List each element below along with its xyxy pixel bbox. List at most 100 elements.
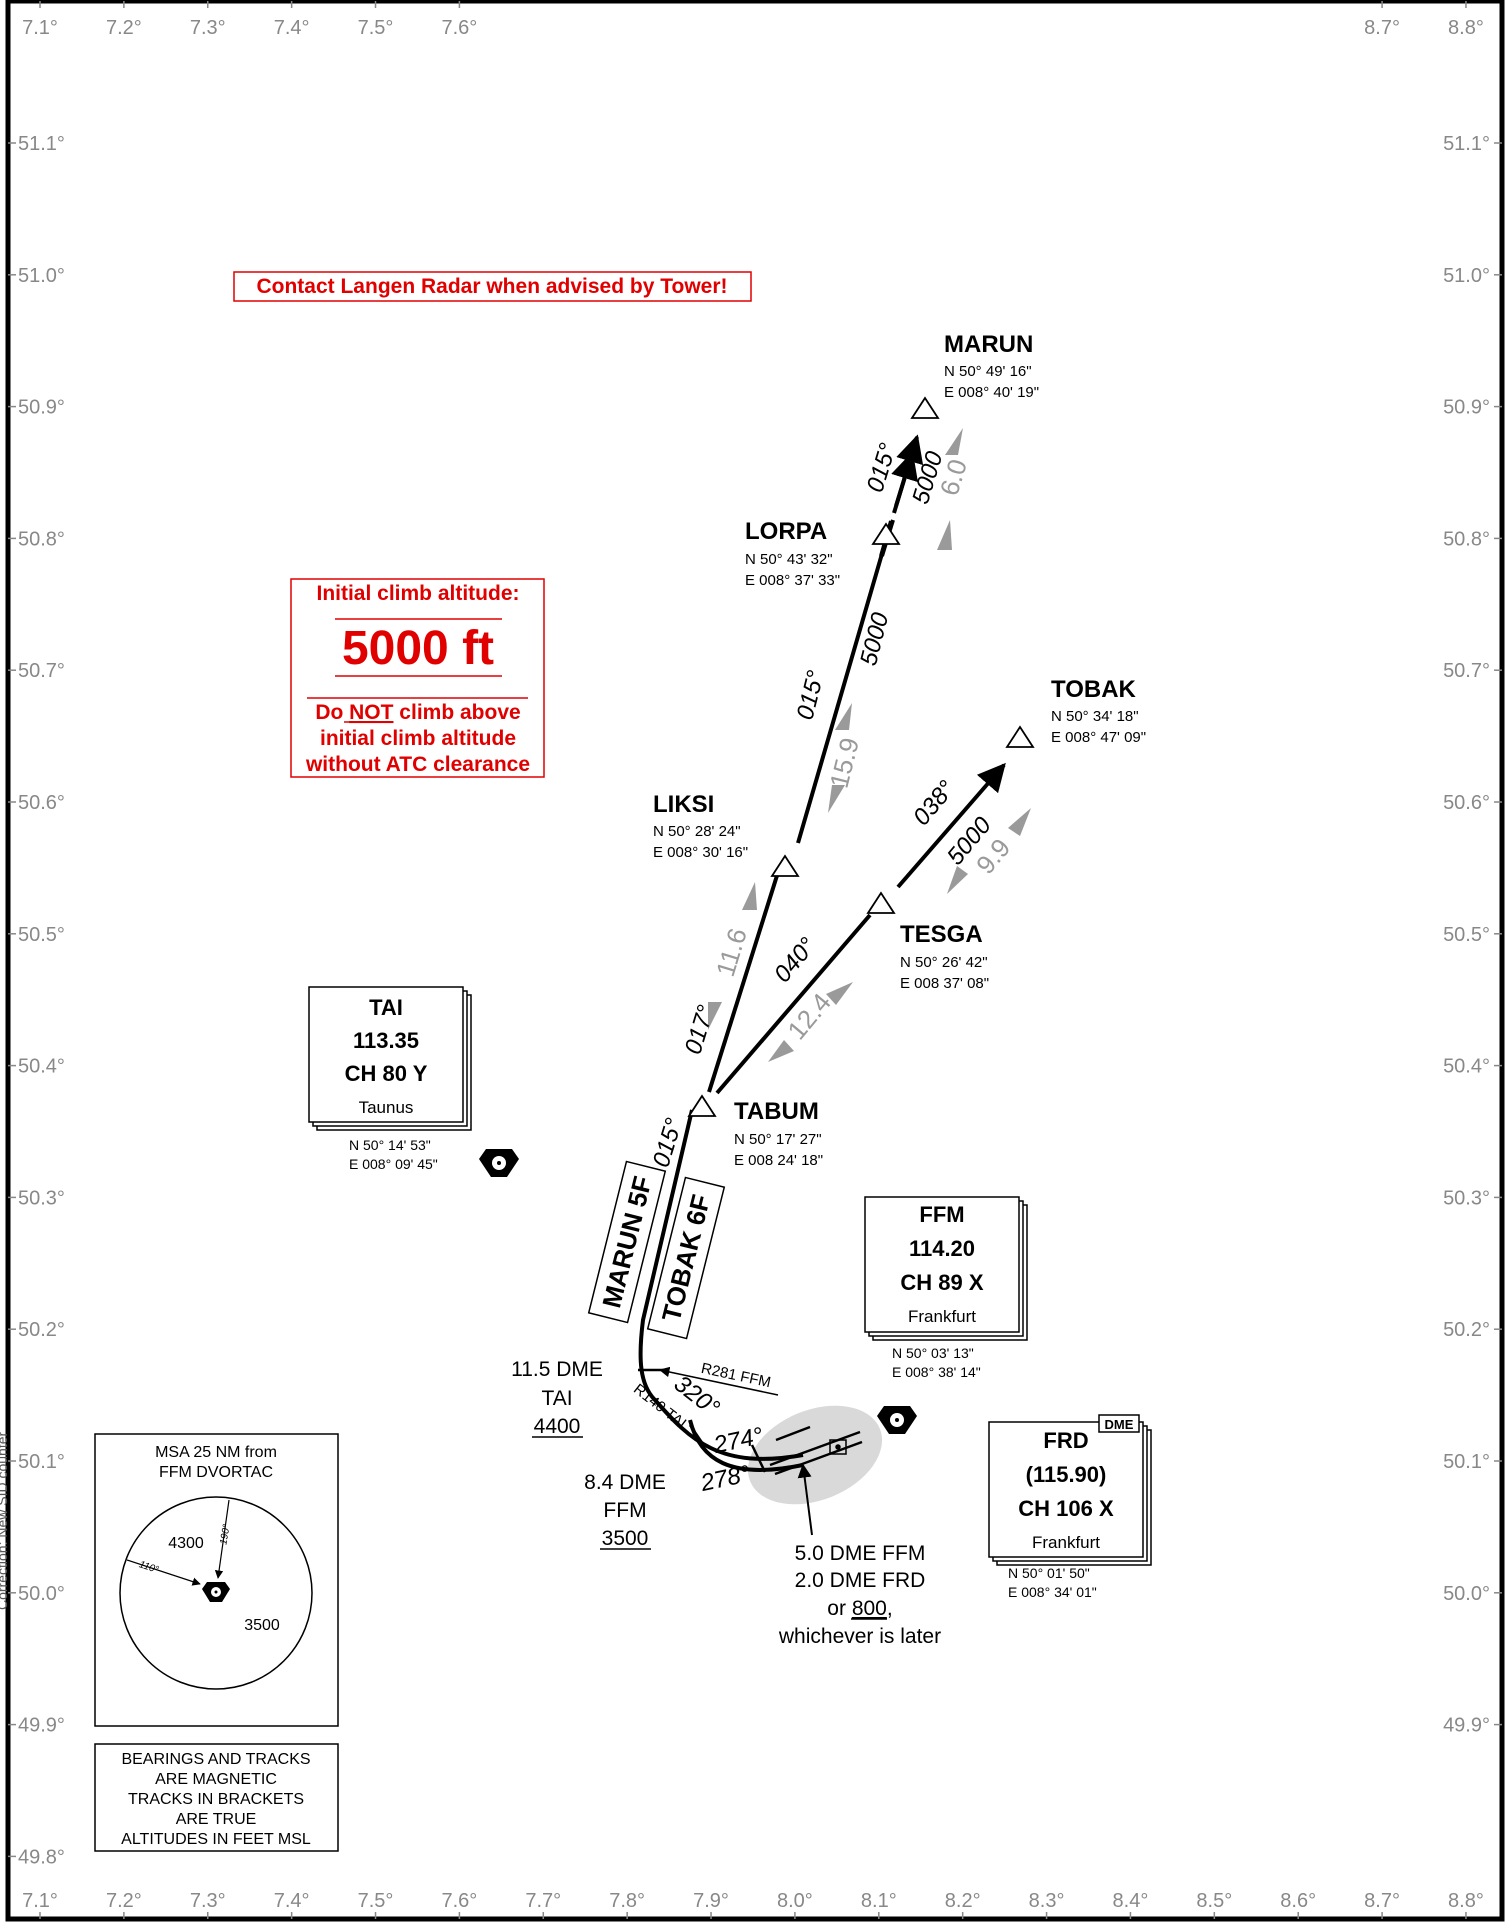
alt-lorpa-leg: 5000 [855,609,894,668]
waypoint-tabum: TABUM N 50° 17' 27" E 008 24' 18" [687,1094,823,1169]
right-lat-label: 51.1° [1443,133,1490,155]
waypoint-tabum-lon: E 008 24' 18" [734,1152,823,1169]
waypoint-tobak-lon: E 008° 47' 09" [1051,729,1146,746]
left-lat-label: 50.9° [18,397,65,419]
bottom-lon-label: 7.8° [609,1890,645,1912]
constraint-turn-line3: or 800, [827,1597,892,1620]
constraint-turn: 5.0 DME FFM 2.0 DME FRD or 800, whicheve… [778,1542,941,1648]
distance-arrows [708,428,1031,1062]
side-correction-text: Correction: New SID counter [0,1431,10,1610]
left-lat-label: 50.4° [18,1056,65,1078]
waypoint-marun-lon: E 008° 40' 19" [944,384,1039,401]
constraint-tai: 11.5 DME TAI 4400 [511,1358,603,1438]
navaid-frd-lon: E 008° 34' 01" [1008,1584,1097,1600]
right-lat-label: 50.9° [1443,397,1490,419]
constraint-ffm-dme: 8.4 DME [584,1471,666,1494]
legend-line-2: ARE MAGNETIC [155,1771,277,1788]
left-lat-label: 50.1° [18,1451,65,1473]
route-name-marun: MARUN 5F [587,1160,667,1324]
constraint-tai-alt: 4400 [534,1415,581,1438]
turn-point-arrow [797,1463,813,1536]
waypoint-liksi-name: LIKSI [653,791,714,818]
bottom-lon-label: 7.4° [274,1890,310,1912]
right-lat-label: 50.8° [1443,528,1490,550]
waypoint-tesga-lat: N 50° 26' 42" [900,954,988,971]
navaid-frd: DME FRD (115.90) CH 106 X Frankfurt N 50… [988,1414,1152,1600]
waypoint-marun-lat: N 50° 49' 16" [944,363,1032,380]
navaid-tai-freq: 113.35 [353,1028,419,1053]
track-015-mid: 015° [792,667,830,722]
waypoint-tabum-triangle-icon [687,1094,717,1117]
track-017: 017° [680,1002,720,1058]
left-lat-label: 50.2° [18,1319,65,1341]
right-lat-label: 50.3° [1443,1187,1490,1209]
right-lat-label: 49.9° [1443,1715,1490,1737]
top-lon-label: 7.2° [106,17,142,39]
navaid-tai: TAI 113.35 CH 80 Y Taunus N 50° 14' 53" … [308,986,472,1172]
waypoint-tobak-name: TOBAK [1051,676,1137,703]
bottom-lon-label: 8.2° [945,1890,981,1912]
airport-area [747,1405,883,1505]
waypoint-tabum-name: TABUM [734,1098,819,1125]
waypoint-tesga-lon: E 008 37' 08" [900,975,989,992]
waypoint-marun: MARUN N 50° 49' 16" E 008° 40' 19" [910,331,1039,419]
bottom-lon-label: 8.5° [1196,1890,1232,1912]
navaid-ffm: FFM 114.20 CH 89 X Frankfurt N 50° 03' 1… [864,1196,1028,1380]
waypoint-liksi-triangle-icon [770,854,800,877]
constraint-turn-line1: 5.0 DME FFM [795,1542,926,1565]
top-lon-label: 7.6° [441,17,477,39]
waypoint-liksi-lon: E 008° 30' 16" [653,844,748,861]
bottom-lon-label: 7.1° [22,1890,58,1912]
top-lon-label: 7.3° [190,17,226,39]
left-lat-label: 50.7° [18,660,65,682]
right-lat-label: 51.0° [1443,265,1490,287]
bottom-lon-label: 8.1° [861,1890,897,1912]
constraint-tai-id: TAI [541,1387,572,1410]
waypoint-tobak-triangle-icon [1005,725,1035,748]
constraint-turn-line4: whichever is later [778,1625,941,1648]
waypoint-marun-name: MARUN [944,331,1033,358]
climb-line1: Do NOT climb above [315,701,520,724]
legend-line-4: ARE TRUE [176,1811,257,1828]
navaid-ffm-freq: 114.20 [909,1236,975,1261]
waypoint-tesga-triangle-icon [866,891,896,914]
navaid-ffm-ident: FFM [919,1202,964,1227]
waypoint-tabum-lat: N 50° 17' 27" [734,1131,822,1148]
top-lon-label: 7.4° [274,17,310,39]
constraint-ffm: 8.4 DME FFM 3500 [584,1471,666,1550]
bottom-lon-label: 7.6° [441,1890,477,1912]
right-lat-label: 50.2° [1443,1319,1490,1341]
dist-15-9: 15.9 [824,735,865,791]
navaid-frd-lat: N 50° 01' 50" [1008,1565,1090,1581]
waypoint-tesga-name: TESGA [900,921,983,948]
navaid-frd-channel: CH 106 X [1018,1496,1114,1521]
legend-line-1: BEARINGS AND TRACKS [121,1751,310,1768]
bottom-lon-label: 8.8° [1448,1890,1484,1912]
left-lat-label: 51.0° [18,265,65,287]
track-015-low: 015° [648,1115,688,1171]
msa-sector-nw: 4300 [168,1535,204,1552]
contact-notice-text: Contact Langen Radar when advised by Tow… [256,275,727,298]
waypoint-lorpa-triangle-icon [871,522,901,545]
msa-sector-se: 3500 [244,1617,280,1634]
contact-notice: Contact Langen Radar when advised by Tow… [233,271,752,302]
bottom-lon-label: 8.0° [777,1890,813,1912]
top-lon-label: 8.8° [1448,17,1484,39]
legend-line-5: ALTITUDES IN FEET MSL [121,1831,311,1848]
left-lat-label: 49.9° [18,1715,65,1737]
msa-brg-190: 190° [218,1523,232,1545]
right-lat-label: 50.7° [1443,660,1490,682]
legend-line-3: TRACKS IN BRACKETS [128,1791,304,1808]
bottom-lon-label: 7.2° [106,1890,142,1912]
right-lat-label: 50.0° [1443,1583,1490,1605]
navaid-tai-ident: TAI [369,995,403,1020]
bottom-lon-label: 7.3° [190,1890,226,1912]
marun-final-arrow [892,434,924,514]
bottom-lon-label: 7.9° [693,1890,729,1912]
right-lat-label: 50.1° [1443,1451,1490,1473]
right-lat-label: 50.6° [1443,792,1490,814]
bottom-lon-label: 8.3° [1029,1890,1065,1912]
bottom-lon-label: 7.5° [358,1890,394,1912]
radial-lines [658,1366,779,1396]
